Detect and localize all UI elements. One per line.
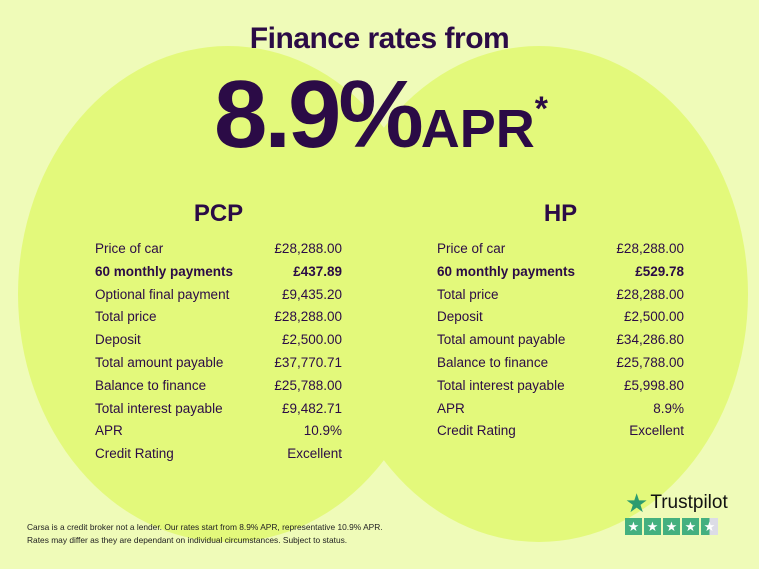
row-value: £28,288.00 bbox=[274, 241, 342, 256]
background-circle-right bbox=[330, 46, 748, 542]
table-row: Deposit £2,500.00 bbox=[437, 306, 684, 329]
table-row: Price of car £28,288.00 bbox=[437, 238, 684, 261]
table-row: APR 8.9% bbox=[437, 398, 684, 421]
row-value: £25,788.00 bbox=[274, 377, 342, 393]
row-label: 60 monthly payments bbox=[437, 263, 576, 279]
row-label: Credit Rating bbox=[95, 446, 174, 462]
table-row: 60 monthly payments £437.89 bbox=[95, 261, 342, 284]
pcp-table: PCP Price of car £28,288.00 60 monthly pay… bbox=[95, 200, 342, 466]
table-row: 60 monthly payments £529.78 bbox=[437, 261, 684, 284]
row-label: Price of car bbox=[95, 241, 164, 256]
row-value: Excellent bbox=[287, 446, 342, 462]
row-label: Credit Rating bbox=[437, 423, 516, 439]
row-value: 8.9% bbox=[653, 400, 684, 416]
apr-label: APR bbox=[420, 99, 535, 159]
row-value: £5,998.80 bbox=[623, 377, 684, 393]
row-label: Deposit bbox=[95, 332, 141, 348]
trustpilot-star-icon: ★ bbox=[625, 488, 649, 518]
row-label: Total amount payable bbox=[95, 354, 224, 370]
row-label: Total interest payable bbox=[95, 400, 223, 416]
disclaimer-line-1: Carsa is a credit broker not a lender. O… bbox=[27, 522, 383, 532]
table-row: Deposit £2,500.00 bbox=[95, 329, 342, 352]
row-value: £9,435.20 bbox=[281, 286, 342, 302]
table-row: Price of car £28,288.00 bbox=[95, 238, 342, 261]
rating-star-icon: ★ bbox=[663, 518, 680, 535]
table-row: Total price £28,288.00 bbox=[95, 306, 342, 329]
rating-star-icon: ★ bbox=[682, 518, 699, 535]
row-value: £28,288.00 bbox=[274, 309, 342, 325]
row-label: Optional final payment bbox=[95, 286, 230, 302]
row-label: Price of car bbox=[437, 241, 506, 256]
headline-intro: Finance rates from bbox=[249, 22, 510, 55]
pcp-title: PCP bbox=[193, 200, 244, 227]
trustpilot-badge[interactable]: ★ Trustpilot ★ ★ ★ ★ ★ bbox=[625, 488, 728, 535]
row-value: £2,500.00 bbox=[281, 332, 342, 348]
row-label: Total price bbox=[95, 309, 157, 325]
table-row: Total amount payable £34,286.80 bbox=[437, 329, 684, 352]
row-label: Total price bbox=[437, 286, 499, 302]
table-row: Balance to finance £25,788.00 bbox=[95, 375, 342, 398]
table-row: Credit Rating Excellent bbox=[437, 420, 684, 443]
table-row: Total interest payable £5,998.80 bbox=[437, 375, 684, 398]
row-value: £9,482.71 bbox=[281, 400, 342, 416]
table-row: Balance to finance £25,788.00 bbox=[437, 352, 684, 375]
rating-star-icon: ★ bbox=[625, 518, 642, 535]
hp-table: HP Price of car £28,288.00 60 monthly paym… bbox=[437, 200, 684, 443]
hp-rows: Price of car £28,288.00 60 monthly payment… bbox=[437, 238, 684, 443]
trustpilot-name: Trustpilot bbox=[650, 492, 728, 513]
rating-star-icon: ★ bbox=[701, 518, 718, 535]
row-label: Balance to finance bbox=[95, 377, 207, 393]
trustpilot-rating: ★ ★ ★ ★ ★ bbox=[625, 518, 728, 535]
row-value: £437.89 bbox=[293, 263, 342, 279]
pcp-rows: Price of car £28,288.00 60 monthly payment… bbox=[95, 238, 342, 466]
table-row: Total interest payable £9,482.71 bbox=[95, 398, 342, 421]
row-label: Total amount payable bbox=[437, 332, 566, 348]
row-label: Deposit bbox=[437, 309, 483, 325]
hp-title: HP bbox=[543, 200, 578, 227]
row-value: £37,770.71 bbox=[274, 354, 342, 370]
table-row: Optional final payment £9,435.20 bbox=[95, 284, 342, 307]
rate-value: 8.9% bbox=[213, 61, 424, 168]
table-row: Total price £28,288.00 bbox=[437, 284, 684, 307]
asterisk: * bbox=[534, 90, 548, 128]
row-value: 10.9% bbox=[303, 423, 342, 439]
row-label: 60 monthly payments bbox=[95, 263, 234, 279]
row-value: Excellent bbox=[629, 423, 684, 439]
row-value: £529.78 bbox=[635, 263, 684, 279]
row-label: APR bbox=[437, 400, 465, 416]
row-value: £28,288.00 bbox=[616, 286, 684, 302]
disclaimer-line-2: Rates may differ as they are dependant o… bbox=[27, 535, 348, 545]
row-label: APR bbox=[95, 423, 123, 439]
row-value: £28,288.00 bbox=[616, 241, 684, 256]
row-value: £34,286.80 bbox=[616, 332, 684, 348]
headline-rate: 8.9%APR* bbox=[0, 60, 759, 184]
row-value: £2,500.00 bbox=[623, 309, 684, 325]
row-label: Balance to finance bbox=[437, 354, 549, 370]
row-value: £25,788.00 bbox=[616, 354, 684, 370]
table-row: Total amount payable £37,770.71 bbox=[95, 352, 342, 375]
row-label: Total interest payable bbox=[437, 377, 565, 393]
disclaimer: Carsa is a credit broker not a lender. O… bbox=[27, 521, 383, 547]
table-row: Credit Rating Excellent bbox=[95, 443, 342, 466]
rating-star-icon: ★ bbox=[644, 518, 661, 535]
table-row: APR 10.9% bbox=[95, 420, 342, 443]
